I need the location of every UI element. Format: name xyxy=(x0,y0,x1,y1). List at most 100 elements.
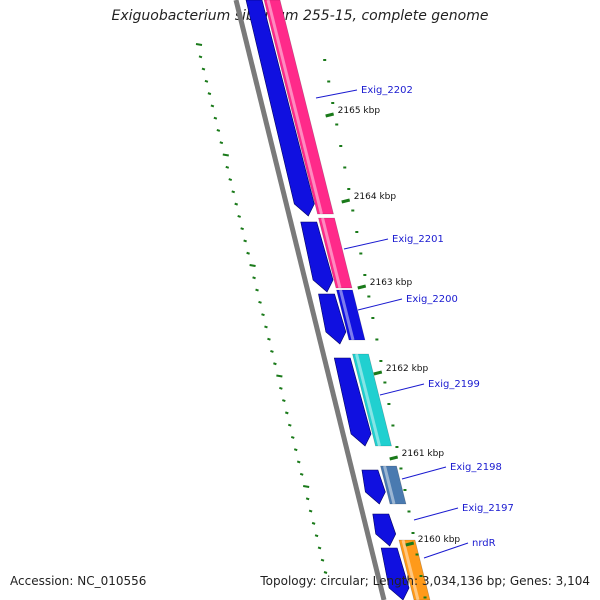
scale-tick-major xyxy=(341,198,351,204)
gc-content-dash xyxy=(219,141,224,145)
cds-exig-2197-forward xyxy=(372,513,397,547)
gc-content-dash xyxy=(264,325,268,329)
scale-tick-major xyxy=(389,455,399,461)
gc-content-dash xyxy=(314,534,319,538)
gc-content-dash xyxy=(276,374,283,378)
cds-exig-2198-reverse xyxy=(380,465,407,505)
gene-label: Exig_2197 xyxy=(462,503,514,514)
scale-label: 2164 kbp xyxy=(354,192,397,202)
gc-content-dash xyxy=(267,337,271,341)
cds-highlight xyxy=(401,539,420,600)
gene-labels: Exig_2202 Exig_2201 Exig_2200 Exig_2199 Exig… xyxy=(315,85,514,559)
gc-content-dash xyxy=(237,214,241,218)
cds-exig-2199-forward xyxy=(333,357,372,447)
gc-content-dash xyxy=(284,411,289,415)
gene-label: nrdR xyxy=(472,538,496,549)
gc-content-dash xyxy=(287,423,292,427)
reverse-cds-track xyxy=(263,0,431,600)
cds-exig-2200-reverse xyxy=(336,289,366,341)
scale-tick-major xyxy=(405,541,415,547)
gc-content-dash xyxy=(261,313,265,317)
gc-content-dash xyxy=(290,435,295,439)
gc-content-dash xyxy=(323,571,328,574)
cds-exig-2201-forward xyxy=(300,221,334,293)
gene-label: Exig_2202 xyxy=(361,85,413,96)
gc-content-dash xyxy=(234,202,239,206)
gc-content-dash xyxy=(225,165,230,169)
gc-content-dash xyxy=(273,362,277,366)
cds-exig-2202-reverse xyxy=(263,0,334,215)
cds-exig-2201-reverse xyxy=(318,217,353,289)
gene-label: Exig_2198 xyxy=(450,462,502,473)
gc-content-dash xyxy=(258,300,262,304)
gene-label-leader xyxy=(379,383,425,396)
cds-exig-2200-forward xyxy=(318,293,347,345)
gene-label-leader xyxy=(315,89,358,99)
gene-label: Exig_2199 xyxy=(428,379,480,390)
forward-cds-track xyxy=(245,0,410,600)
gene-label: Exig_2201 xyxy=(392,234,444,245)
gc-content-dash xyxy=(302,485,310,489)
gc-content-dash xyxy=(279,386,283,390)
gc-content-dash xyxy=(210,104,215,108)
gc-content-dash xyxy=(231,190,236,194)
gc-content-dash xyxy=(296,460,301,464)
gc-content-dash xyxy=(299,472,304,476)
gc-skew-track xyxy=(195,43,328,574)
cds-nrdr-reverse xyxy=(398,539,431,600)
cds-exig-2202-forward xyxy=(245,0,315,217)
map-title: Exiguobacterium sibiricum 255-15, comple… xyxy=(111,8,489,24)
gene-label-leader xyxy=(413,507,459,521)
gc-content-dash xyxy=(255,288,259,292)
gc-content-dash xyxy=(228,178,233,182)
scale-tick-major xyxy=(325,112,335,118)
gc-content-dash xyxy=(198,55,203,59)
gc-content-dash xyxy=(311,521,316,525)
gc-content-dash xyxy=(282,399,286,403)
scale-ticks: 2165 kbp 2164 kbp 2163 kbp 2162 kbp 2161 kbp… xyxy=(323,59,461,599)
gc-content-dash xyxy=(213,116,218,120)
scale-label: 2163 kbp xyxy=(370,278,413,288)
cds-highlight xyxy=(321,217,342,289)
gc-content-dash xyxy=(317,546,322,550)
gc-content-dash xyxy=(201,67,206,71)
gene-label: Exig_2200 xyxy=(406,294,458,305)
gc-content-dash xyxy=(249,264,256,268)
cds-nrdr-forward xyxy=(380,547,410,600)
gc-content-dash xyxy=(222,153,229,157)
backbone-track xyxy=(233,0,387,600)
gc-content-dash xyxy=(320,558,325,562)
accession-label: Accession: NC_010556 xyxy=(10,574,147,588)
scale-label: 2162 kbp xyxy=(386,364,429,374)
topology-label: Topology: circular; Length: 3,034,136 bp… xyxy=(260,574,590,588)
gc-content-dash xyxy=(270,350,274,353)
cds-highlight xyxy=(355,353,381,447)
gc-content-dash xyxy=(243,239,247,243)
gc-content-dash xyxy=(305,497,310,501)
cds-exig-2199-reverse xyxy=(352,353,392,447)
gc-content-dash xyxy=(252,276,256,280)
cds-highlight xyxy=(339,289,355,341)
gc-content-dash xyxy=(240,227,244,231)
gene-label-leader xyxy=(357,298,403,311)
scale-label: 2161 kbp xyxy=(402,449,445,459)
gc-content-dash xyxy=(207,92,212,96)
gc-content-dash xyxy=(195,43,203,46)
gc-content-dash xyxy=(204,79,209,83)
gene-label-leader xyxy=(401,466,447,480)
gc-content-dash xyxy=(246,251,250,255)
gc-content-dash xyxy=(293,448,298,452)
gc-content-dash xyxy=(216,129,221,132)
scale-tick-major xyxy=(357,284,367,290)
scale-tick-major xyxy=(373,370,383,376)
gene-label-leader xyxy=(343,238,389,250)
gc-content-dash xyxy=(308,509,313,513)
cds-highlight xyxy=(383,465,396,505)
scale-label: 2165 kbp xyxy=(338,106,381,116)
backbone-ring xyxy=(233,0,387,600)
cds-highlight xyxy=(266,0,323,215)
scale-label: 2160 kbp xyxy=(418,535,461,545)
cds-exig-2198-forward xyxy=(361,469,386,505)
